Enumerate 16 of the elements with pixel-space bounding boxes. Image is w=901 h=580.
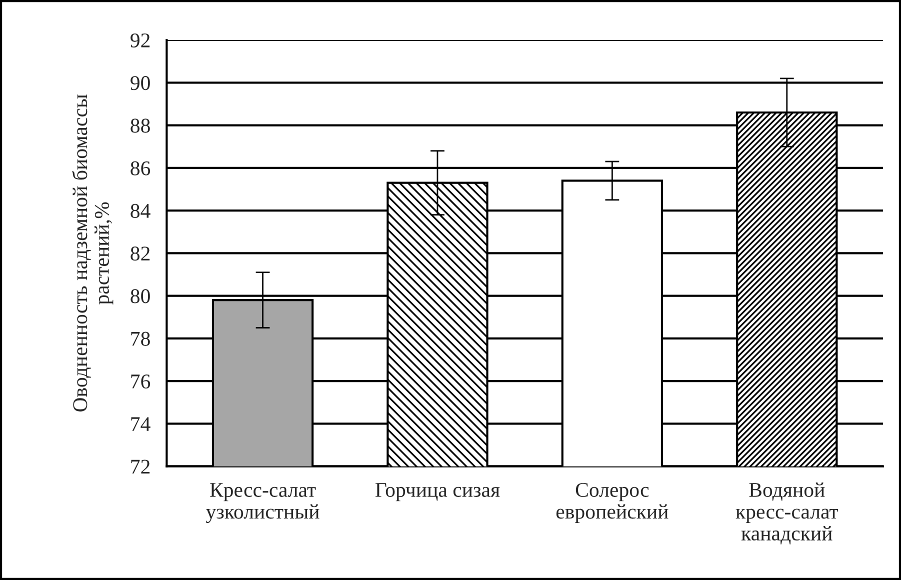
x-tick-label: Горчица сизая [375,483,500,502]
y-tick-label: 72 [131,460,150,474]
y-tick-label: 82 [130,246,150,261]
y-tick-label: 84 [130,204,150,218]
x-tick-label: Водяной кресс-салат канадский [736,482,838,544]
y-tick-label: 78 [131,332,150,346]
y-tick-label: 76 [131,374,150,388]
y-tick-label: 74 [131,417,150,431]
y-tick-label: 90 [130,76,150,90]
x-tick-label: Солерос европейский [556,482,668,523]
y-tick-label: 88 [130,118,150,133]
x-tick-label: Кресс-салат узколистный [206,483,320,524]
y-tick-label: 86 [130,161,150,176]
y-tick-label: 80 [130,289,150,304]
y-tick-label: 92 [130,33,150,48]
y-axis-title: Оводненность надземной биомассы растений,% [72,94,114,412]
